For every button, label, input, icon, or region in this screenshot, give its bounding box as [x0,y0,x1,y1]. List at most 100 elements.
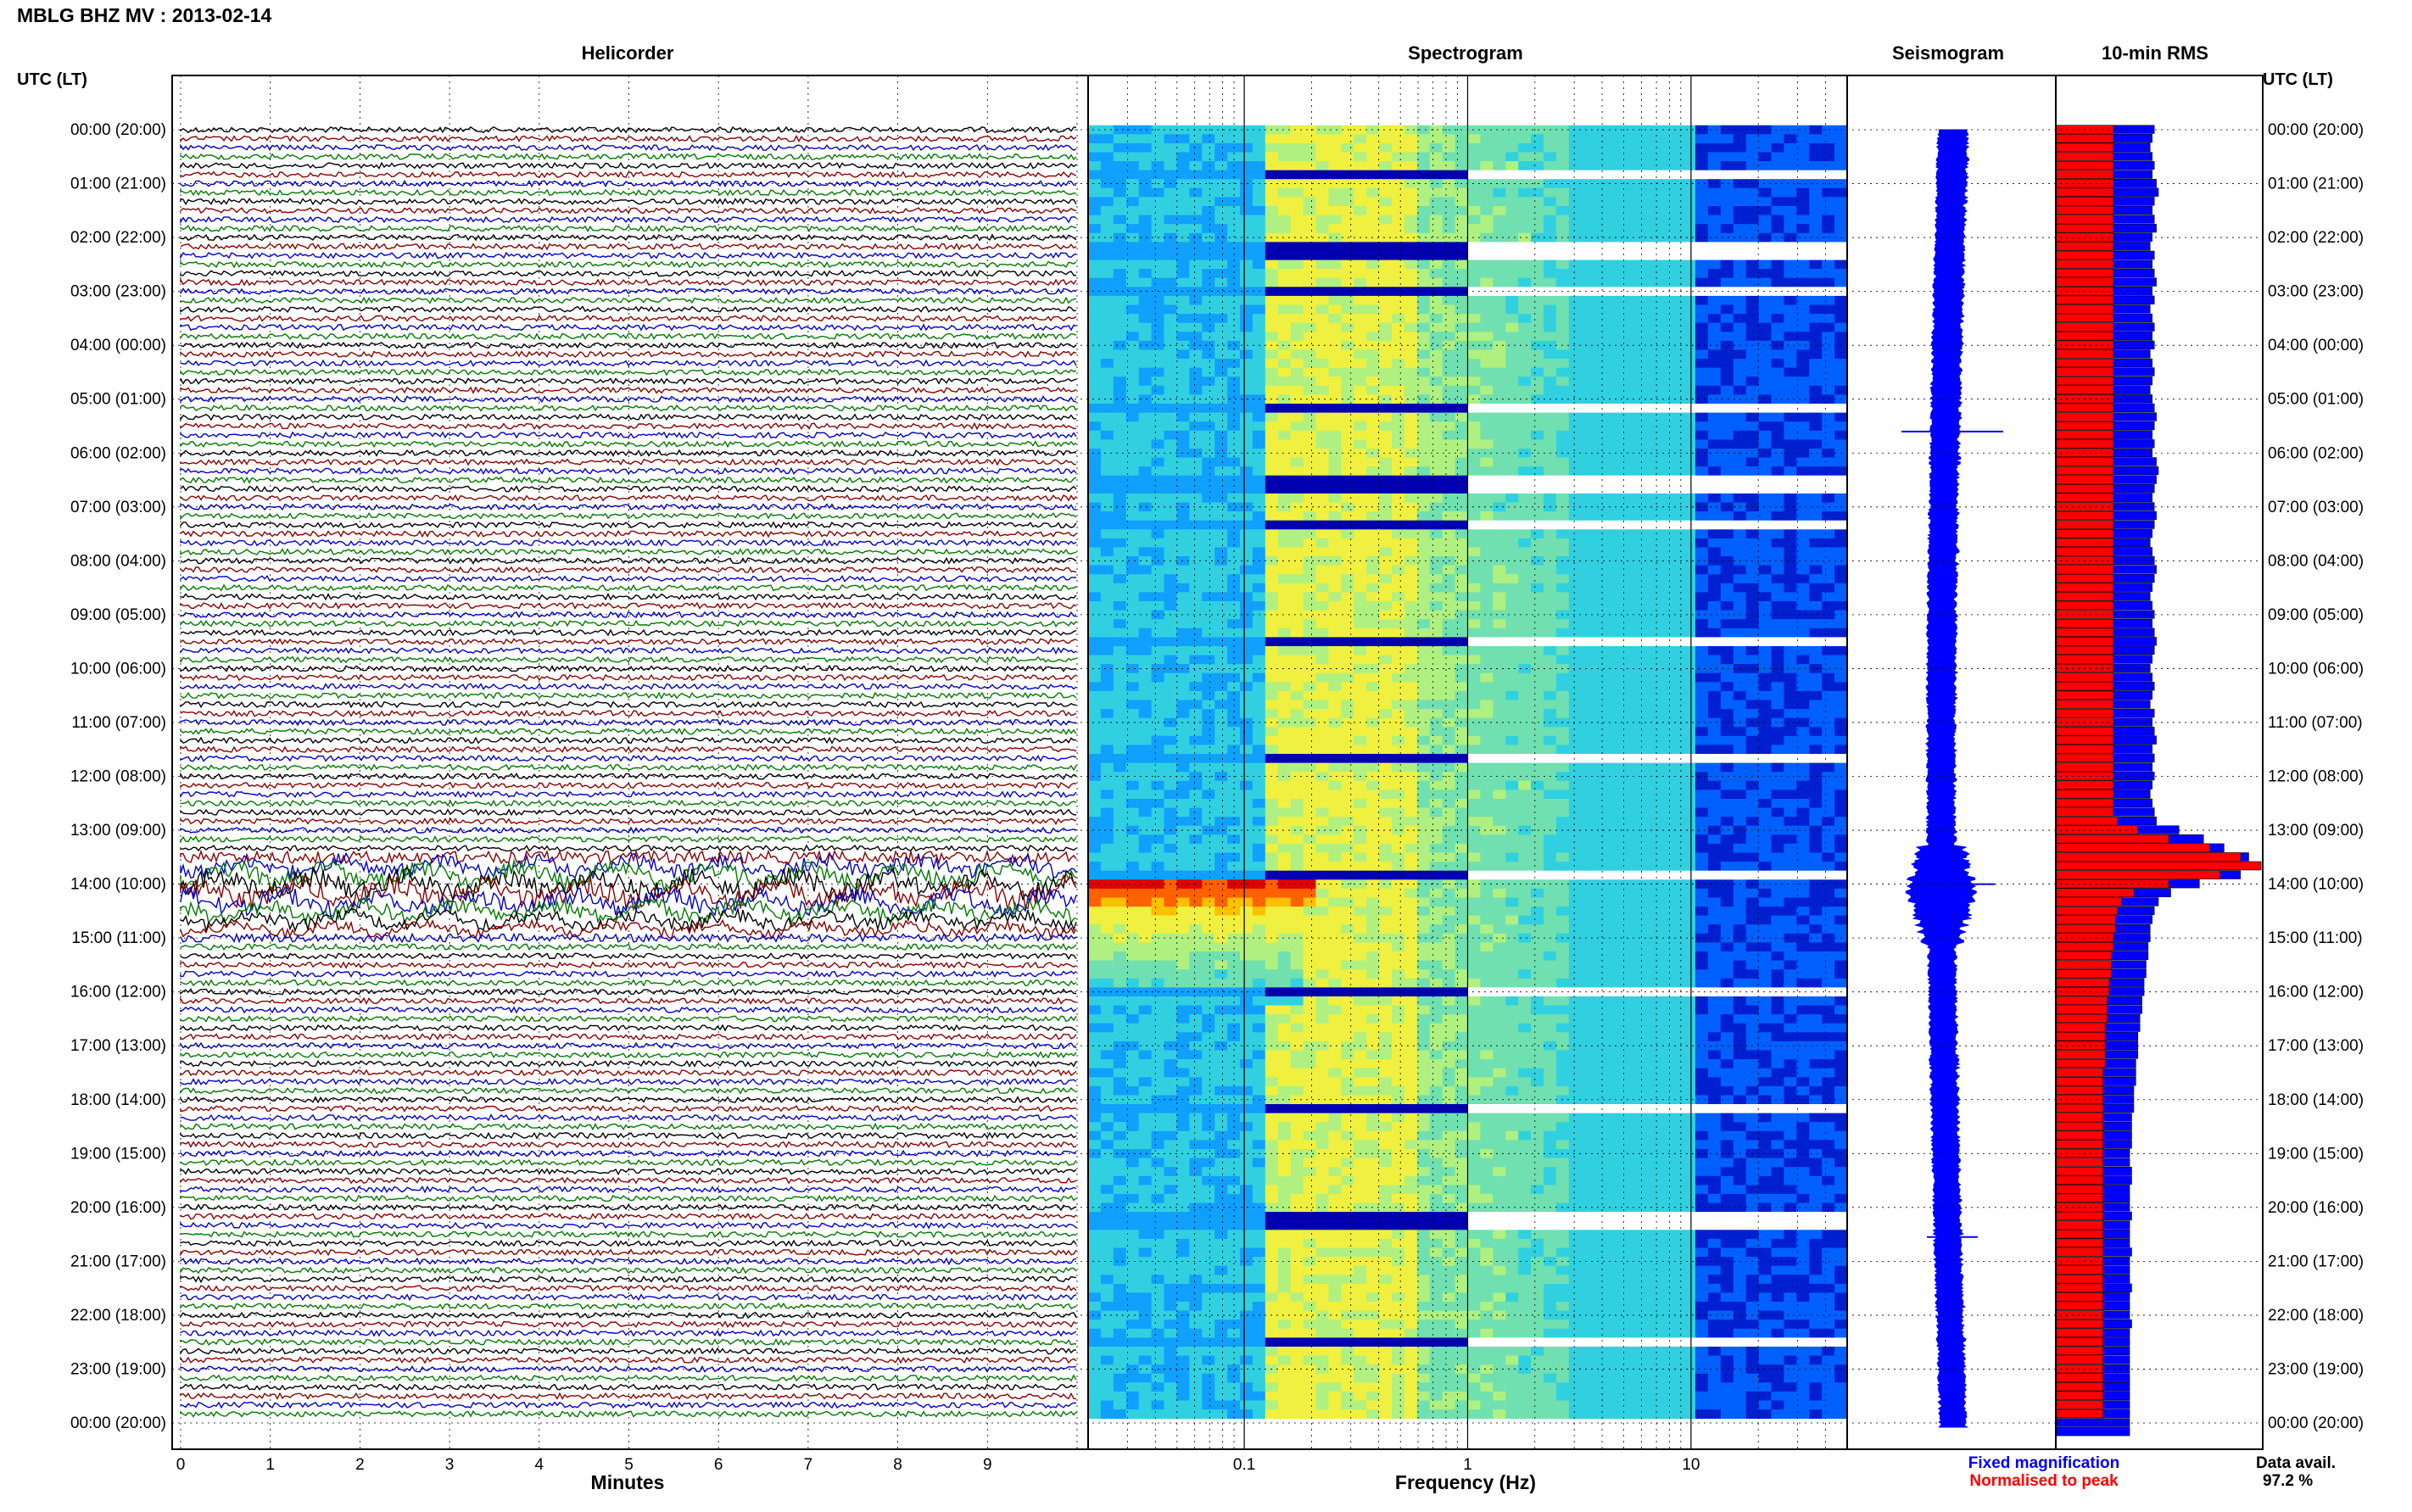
spectrogram-cell [1745,672,1760,683]
spectrogram-cell [1467,385,1481,395]
spectrogram-cell [1531,834,1544,845]
spectrogram-cell [1392,664,1405,674]
spectrogram-cell [1745,762,1760,773]
spectrogram-cell [1328,619,1342,629]
spectrogram-cell [1480,170,1494,180]
spectrogram-cell [1670,187,1683,198]
spectrogram-cell [1315,655,1329,665]
spectrogram-cell [1240,610,1253,620]
spectrogram-cell [1164,754,1177,763]
spectrogram-cell [1240,825,1253,835]
spectrogram-cell [1164,430,1177,440]
spectrogram-cell [1290,556,1304,566]
spectrogram-cell [1568,277,1583,287]
spectrogram-cell [1758,672,1773,683]
spectrogram-cell [1404,745,1418,755]
spectrogram-cell [1189,161,1203,171]
spectrogram-cell [1758,547,1773,557]
spectrogram-cell [1745,421,1760,432]
spectrogram-cell [1683,349,1696,360]
spectrogram-cell [1315,277,1329,287]
spectrogram-cell [1581,789,1595,800]
spectrogram-cell [1493,161,1506,171]
spectrogram-cell [1454,359,1469,369]
spectrogram-cell [1707,394,1722,405]
spectrogram-cell [1214,682,1228,692]
spectrogram-cell [1707,430,1722,440]
spectrogram-cell [1202,430,1215,440]
spectrogram-cell [1505,592,1519,602]
spectrogram-cell [1113,690,1127,700]
spectrogram-cell [1657,807,1671,817]
spectrogram-cell [1315,179,1329,189]
spectrogram-cell [1758,466,1773,477]
spectrogram-cell [1518,745,1532,755]
spectrogram-cell [1088,762,1102,773]
spectrogram-cell [1670,799,1683,808]
spectrogram-cell [1771,565,1784,575]
spectrogram-cell [1581,277,1595,287]
spectrogram-cell [1784,852,1797,862]
spectrogram-cell [1796,619,1810,629]
spectrogram-cell [1544,520,1557,530]
spectrogram-cell [1568,727,1583,737]
spectrogram-cell [1809,430,1823,440]
spectrogram-cell [1632,834,1645,845]
spectrogram-cell [1531,475,1544,485]
spectrogram-cell [1632,251,1645,260]
spectrogram-cell [1531,772,1544,782]
spectrogram-cell [1784,206,1797,215]
spectrogram-cell [1392,780,1405,790]
spectrogram-cell [1189,574,1203,584]
spectrogram-cell [1290,682,1304,692]
spectrogram-cell [1151,601,1165,611]
spectrogram-cell [1252,592,1266,602]
spectrogram-cell [1758,834,1773,845]
spectrogram-cell [1834,843,1848,853]
spectrogram-cell [1657,142,1671,153]
spectrogram-cell [1454,332,1469,342]
spectrogram-cell [1315,799,1329,808]
spectrogram-cell [1720,295,1734,305]
spectrogram-cell [1657,322,1671,332]
spectrogram-cell [1392,206,1405,215]
spectrogram-cell [1555,134,1570,144]
spectrogram-cell [1341,780,1354,790]
spectrogram-cell [1555,142,1570,153]
spectrogram-cell [1758,179,1773,189]
spectrogram-cell [1758,449,1773,458]
spectrogram-cell [1341,421,1354,432]
spectrogram-cell [1531,449,1544,458]
spectrogram-cell [1202,277,1215,287]
spectrogram-cell [1670,709,1683,719]
spectrogram-cell [1594,637,1608,647]
spectrogram-cell [1796,780,1810,790]
spectrogram-cell [1176,439,1190,449]
spectrogram-cell [1606,295,1621,305]
spectrogram-cell [1265,655,1279,665]
spectrogram-cell [1606,862,1621,872]
spectrogram-cell [1758,799,1773,808]
spectrogram-cell [1606,780,1621,790]
spectrogram-cell [1315,340,1329,350]
spectrogram-cell [1354,457,1367,467]
spectrogram-cell [1404,322,1418,332]
spectrogram-cell [1493,295,1506,305]
spectrogram-cell [1315,807,1329,817]
spectrogram-cell [1758,690,1773,700]
spectrogram-cell [1619,412,1633,422]
spectrogram-cell [1683,817,1696,827]
spectrogram-cell [1138,449,1153,458]
spectrogram-cell [1796,538,1810,548]
spectrogram-cell [1467,601,1481,611]
spectrogram-cell [1544,700,1557,710]
spectrogram-cell [1784,834,1797,845]
spectrogram-cell [1379,314,1393,324]
spectrogram-cell [1202,645,1215,656]
spectrogram-cell [1454,349,1469,360]
spectrogram-cell [1644,367,1658,377]
spectrogram-cell [1606,592,1621,602]
spectrogram-cell [1784,421,1797,432]
spectrogram-cell [1429,682,1443,692]
spectrogram-cell [1404,251,1418,260]
